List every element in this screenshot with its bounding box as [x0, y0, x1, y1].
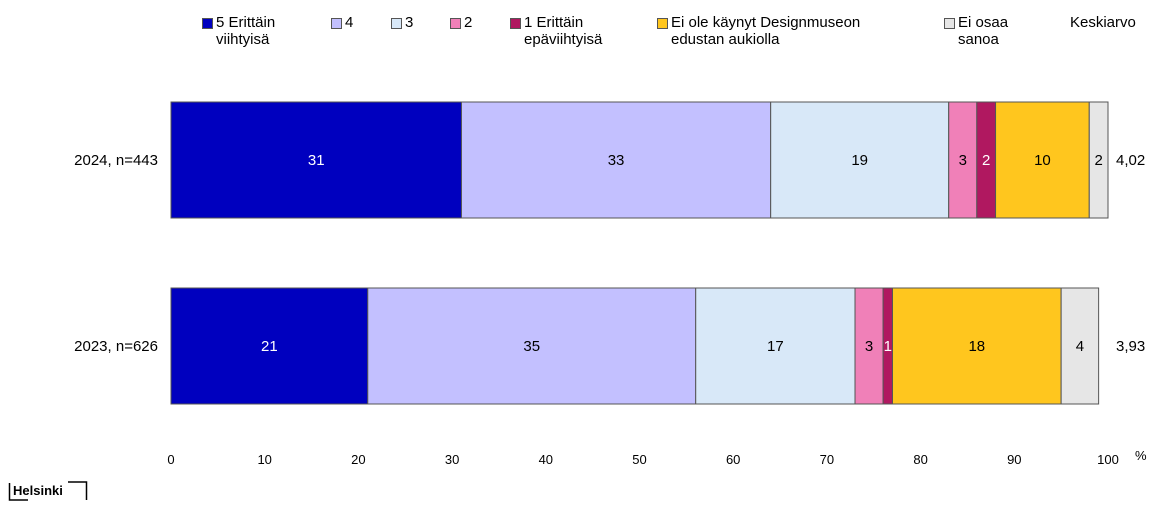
data-label: 33: [608, 152, 625, 169]
x-tick-label: 80: [913, 452, 927, 467]
legend-label: Ei ole käynyt Designmuseon edustan aukio…: [671, 14, 861, 48]
x-tick-label: 90: [1007, 452, 1021, 467]
legend-item: Ei ole käynyt Designmuseon edustan aukio…: [657, 14, 860, 48]
legend-label: 3: [405, 14, 414, 31]
data-label: 21: [261, 338, 278, 355]
x-tick-label: 30: [445, 452, 459, 467]
legend-label: 1 Erittäin epäviihtyisä: [524, 14, 603, 48]
x-tick-label: 40: [539, 452, 553, 467]
bar-segment: [1088, 101, 1109, 219]
bar-segment: [170, 101, 462, 219]
bar-segment: [854, 287, 884, 405]
legend-swatch: [657, 18, 668, 29]
mean-value: 4,02: [1116, 152, 1145, 169]
legend-swatch: [331, 18, 342, 29]
legend: 5 Erittäin viihtyisä 4 3 2 1 Erittäin epävii…: [0, 14, 1153, 64]
bar-segment: [1060, 287, 1100, 405]
legend-item: 5 Erittäin viihtyisä: [202, 14, 275, 48]
legend-item: 3: [391, 14, 413, 31]
bar-segment: [891, 287, 1062, 405]
logo-text: Helsinki: [13, 483, 63, 498]
legend-swatch: [944, 18, 955, 29]
data-label: 2: [982, 152, 990, 169]
mean-value: 3,93: [1116, 338, 1145, 355]
bar-segment: [770, 101, 950, 219]
legend-item: 1 Erittäin epäviihtyisä: [510, 14, 602, 48]
legend-swatch: [450, 18, 461, 29]
legend-label: 4: [345, 14, 354, 31]
data-label: 18: [968, 338, 985, 355]
data-label: 2: [1094, 152, 1102, 169]
category-label: 2024, n=443: [74, 152, 158, 169]
data-label: 10: [1034, 152, 1051, 169]
legend-swatch: [202, 18, 213, 29]
data-label: 17: [767, 338, 784, 355]
legend-label: 2: [464, 14, 473, 31]
legend-item: Ei osaa sanoa: [944, 14, 1008, 48]
legend-item: 4: [331, 14, 353, 31]
x-tick-label: 60: [726, 452, 740, 467]
helsinki-logo: Helsinki: [8, 481, 88, 501]
data-label: 4: [1076, 338, 1084, 355]
data-label: 35: [523, 338, 540, 355]
bar-segment: [995, 101, 1090, 219]
x-unit-label: %: [1135, 448, 1147, 463]
data-label: 1: [884, 338, 892, 355]
x-tick-label: 50: [632, 452, 646, 467]
data-label: 31: [308, 152, 325, 169]
bar-segment: [367, 287, 697, 405]
data-label: 3: [865, 338, 873, 355]
bar-segment: [695, 287, 856, 405]
legend-item: 2: [450, 14, 472, 31]
mean-column-header: Keskiarvo: [1070, 14, 1136, 31]
x-tick-label: 70: [820, 452, 834, 467]
x-tick-label: 10: [257, 452, 271, 467]
legend-swatch: [510, 18, 521, 29]
legend-label: Ei osaa sanoa: [958, 14, 1009, 48]
x-tick-label: 100: [1097, 452, 1119, 467]
x-tick-label: 0: [167, 452, 174, 467]
legend-swatch: [391, 18, 402, 29]
x-tick-label: 20: [351, 452, 365, 467]
data-label: 3: [959, 152, 967, 169]
legend-label: 5 Erittäin viihtyisä: [216, 14, 276, 48]
category-label: 2023, n=626: [74, 338, 158, 355]
bar-segment: [170, 287, 369, 405]
bar-segment: [460, 101, 772, 219]
data-label: 19: [851, 152, 868, 169]
